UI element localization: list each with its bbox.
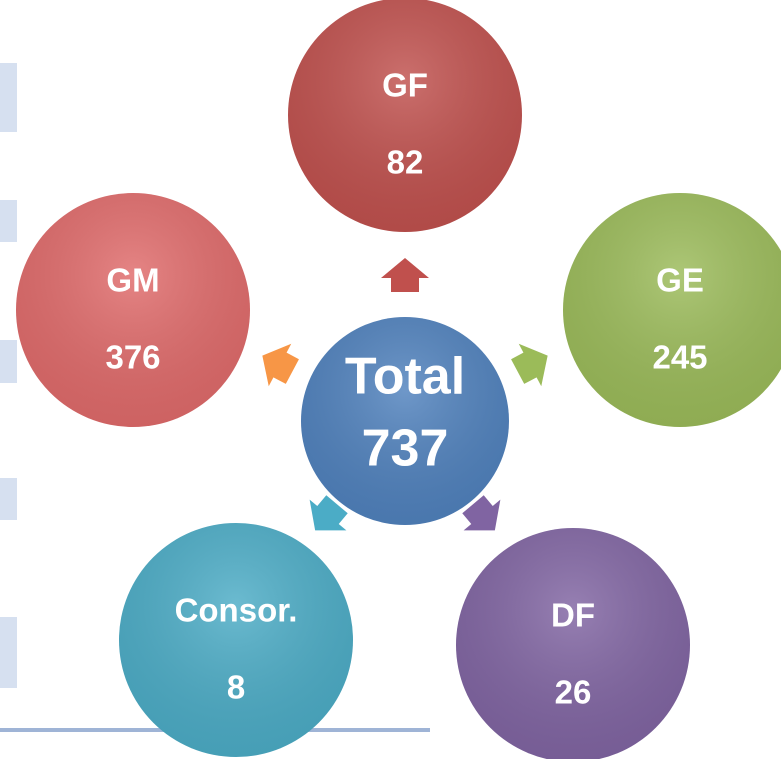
node-label: DF	[551, 597, 595, 634]
center-label: Total	[345, 348, 465, 406]
node-value: 82	[387, 144, 424, 181]
node-value: 8	[227, 669, 245, 706]
node-shine	[119, 523, 353, 757]
nodes-layer: GF 82 GE 245 DF 26 Consor. 8 GM 376 Total 737	[16, 0, 781, 759]
node-value: 376	[105, 339, 160, 376]
node-shine	[456, 528, 690, 759]
arrow	[262, 343, 299, 387]
node-value: 26	[555, 674, 592, 711]
node-label: Consor.	[175, 592, 298, 629]
side-bar	[0, 617, 17, 688]
side-bar	[0, 478, 17, 520]
arrow	[462, 495, 501, 531]
node-shine	[563, 193, 781, 427]
side-bar	[0, 200, 17, 242]
arrow	[511, 343, 548, 387]
node-value: 245	[652, 339, 707, 376]
node-label: GE	[656, 262, 704, 299]
center-shine	[301, 317, 509, 525]
node-shine	[16, 193, 250, 427]
node-shine	[288, 0, 522, 232]
center-value: 737	[362, 420, 449, 478]
node-label: GM	[106, 262, 159, 299]
arrow	[309, 495, 348, 531]
arrow	[381, 258, 429, 292]
side-bar	[0, 63, 17, 132]
side-bar	[0, 340, 17, 383]
node-label: GF	[382, 67, 428, 104]
